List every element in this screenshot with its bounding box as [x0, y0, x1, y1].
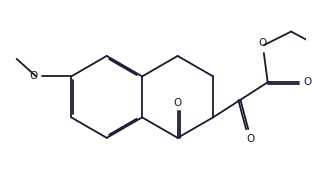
Text: O: O: [29, 71, 37, 81]
Text: O: O: [173, 98, 182, 108]
Text: O: O: [246, 134, 254, 144]
Text: O: O: [304, 77, 312, 87]
Text: O: O: [259, 38, 267, 48]
